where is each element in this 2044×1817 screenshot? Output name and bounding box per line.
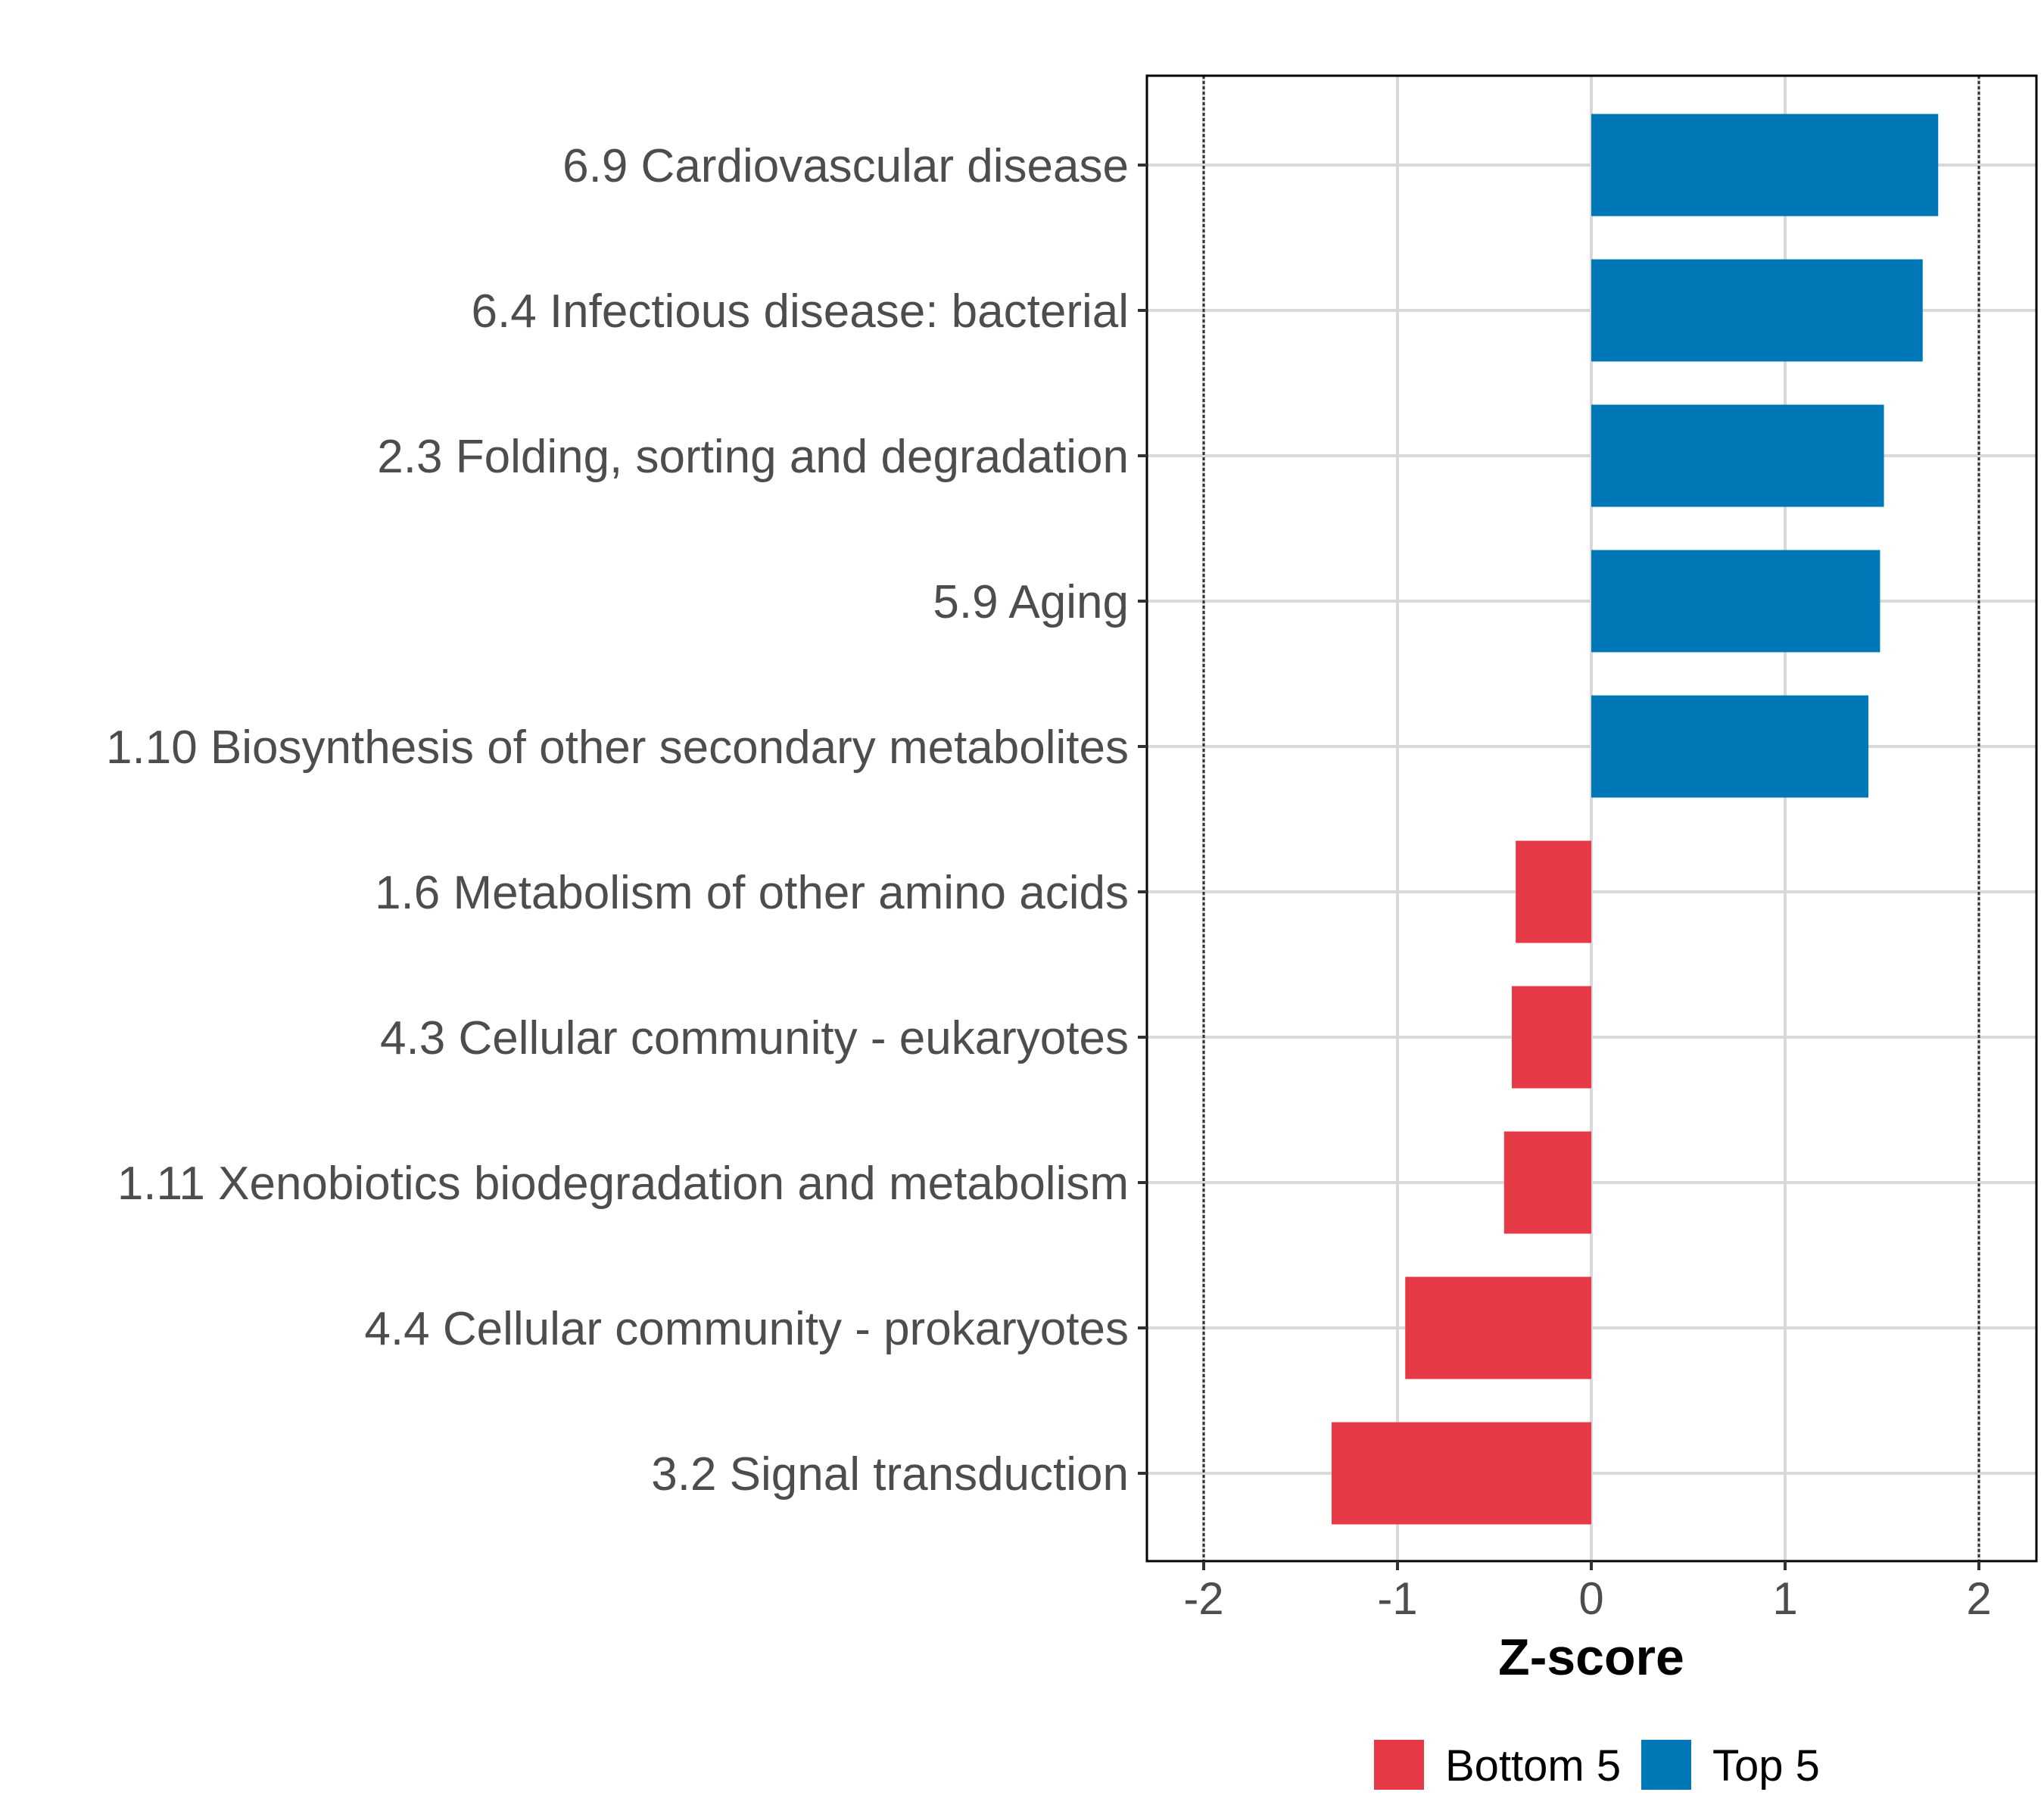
bar: [1503, 1131, 1591, 1234]
reference-lines: [1202, 76, 1980, 1561]
legend-label: Top 5: [1712, 1741, 1820, 1791]
y-tick-label: 4.4 Cellular community - prokaryotes: [364, 1303, 1129, 1355]
bar: [1331, 1422, 1591, 1525]
x-tick-label: 0: [1578, 1573, 1603, 1624]
y-tick-label: 1.10 Biosynthesis of other secondary met…: [106, 722, 1129, 774]
y-axis: 6.9 Cardiovascular disease 6.4 Infectious…: [106, 140, 1147, 1501]
x-tick-label: 2: [1966, 1573, 1991, 1624]
x-tick-label: -1: [1377, 1573, 1417, 1624]
y-tick-label: 6.4 Infectious disease: bacterial: [471, 285, 1129, 338]
x-tick-label: 1: [1772, 1573, 1797, 1624]
legend-swatch: [1641, 1740, 1691, 1790]
legend: Bottom 5 Top 5: [1374, 1740, 1820, 1791]
y-tick-label: 6.9 Cardiovascular disease: [562, 140, 1129, 192]
bar: [1591, 550, 1880, 653]
y-tick-label: 3.2 Signal transduction: [651, 1448, 1129, 1501]
bar: [1516, 840, 1591, 943]
bar: [1591, 259, 1923, 362]
y-tick-label: 1.11 Xenobiotics biodegradation and meta…: [117, 1158, 1129, 1210]
x-tick-label: -2: [1183, 1573, 1223, 1624]
bar: [1512, 986, 1591, 1089]
bar: [1591, 695, 1869, 798]
bar: [1591, 404, 1884, 507]
x-axis-title: Z-score: [1498, 1628, 1684, 1686]
y-tick-label: 2.3 Folding, sorting and degradation: [377, 431, 1129, 483]
y-tick-label: 5.9 Aging: [933, 576, 1129, 628]
bars: [1331, 114, 1939, 1525]
x-axis: -2 -1 0 1 2: [1183, 1561, 1992, 1624]
bar: [1405, 1276, 1591, 1379]
y-tick-label: 4.3 Cellular community - eukaryotes: [380, 1012, 1129, 1064]
legend-swatch: [1374, 1740, 1424, 1790]
bar: [1591, 114, 1939, 217]
legend-label: Bottom 5: [1445, 1741, 1621, 1791]
y-tick-label: 1.6 Metabolism of other amino acids: [375, 867, 1129, 919]
